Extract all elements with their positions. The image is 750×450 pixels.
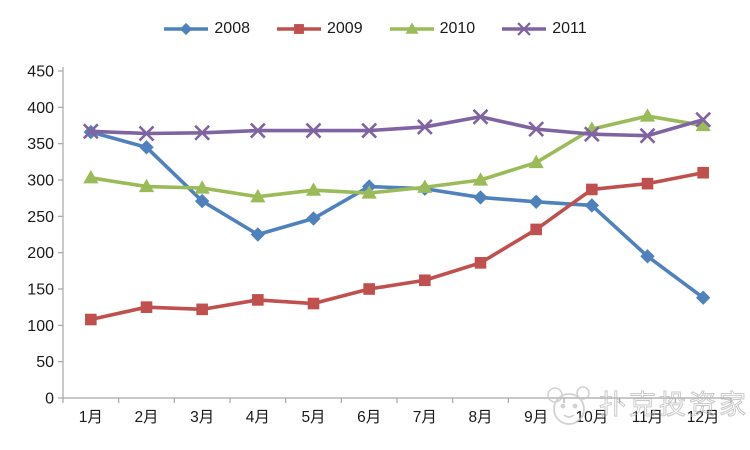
legend-label: 2010 bbox=[439, 20, 476, 37]
triangle-marker bbox=[194, 180, 210, 194]
x-marker bbox=[472, 108, 489, 125]
x-tick-label: 5月 bbox=[301, 409, 325, 426]
legend-item-2008: 2008 bbox=[163, 20, 250, 38]
square-marker bbox=[294, 24, 304, 34]
triangle-marker bbox=[528, 154, 544, 169]
triangle-marker bbox=[305, 182, 322, 196]
square-marker bbox=[697, 166, 709, 179]
diamond-marker bbox=[306, 211, 321, 226]
square-marker bbox=[586, 183, 598, 196]
series-line-2008 bbox=[90, 130, 705, 300]
square-marker bbox=[252, 294, 264, 306]
square-marker bbox=[419, 274, 431, 287]
y-tick-label: 250 bbox=[27, 209, 54, 226]
triangle-marker bbox=[472, 172, 489, 186]
x-marker bbox=[528, 121, 545, 138]
diamond-marker bbox=[695, 290, 711, 305]
diamond-marker bbox=[180, 22, 193, 36]
legend-triangle-icon bbox=[389, 22, 434, 34]
x-marker bbox=[583, 126, 600, 143]
diamond-marker bbox=[250, 227, 266, 242]
x-tick-label: 12月 bbox=[687, 409, 720, 426]
triangle-marker bbox=[138, 178, 155, 193]
y-tick-label: 50 bbox=[36, 354, 54, 371]
square-marker bbox=[85, 313, 97, 326]
legend-diamond-icon bbox=[164, 22, 209, 36]
y-tick-label: 300 bbox=[27, 173, 54, 190]
y-tick-label: 400 bbox=[27, 100, 54, 117]
x-tick-label: 3月 bbox=[190, 409, 214, 426]
y-tick-label: 350 bbox=[27, 136, 54, 153]
triangle-marker bbox=[695, 117, 711, 132]
legend-x-icon bbox=[502, 22, 547, 36]
x-tick-label: 1月 bbox=[79, 409, 103, 426]
x-tick-label: 11月 bbox=[632, 409, 664, 426]
legend-label: 2009 bbox=[327, 20, 363, 37]
legend-square-icon bbox=[277, 24, 321, 34]
y-tick-label: 100 bbox=[27, 318, 54, 335]
legend-label: 2008 bbox=[214, 20, 250, 37]
legend-item-2009: 2009 bbox=[276, 20, 363, 38]
x-tick-label: 7月 bbox=[413, 409, 437, 426]
diamond-marker bbox=[528, 194, 544, 209]
square-marker bbox=[641, 177, 654, 190]
x-tick-label: 2月 bbox=[134, 409, 158, 426]
x-tick-label: 10月 bbox=[575, 409, 608, 426]
y-tick-label: 150 bbox=[27, 282, 54, 299]
x-marker bbox=[138, 125, 155, 142]
x-marker bbox=[639, 127, 656, 144]
triangle-marker bbox=[405, 22, 419, 34]
diamond-marker bbox=[640, 249, 655, 264]
triangle-marker bbox=[250, 188, 266, 203]
square-marker bbox=[474, 257, 487, 269]
x-tick-label: 6月 bbox=[357, 409, 381, 426]
series-line-2010 bbox=[90, 114, 704, 199]
triangle-marker bbox=[417, 179, 433, 193]
series-line-2011 bbox=[90, 114, 704, 138]
diamond-marker bbox=[473, 190, 488, 205]
y-tick-label: 200 bbox=[27, 245, 54, 262]
x-tick-label: 8月 bbox=[468, 409, 492, 426]
x-marker bbox=[249, 122, 266, 139]
square-marker bbox=[140, 301, 153, 313]
triangle-marker bbox=[639, 108, 656, 122]
x-marker bbox=[695, 111, 712, 128]
triangle-marker bbox=[361, 185, 377, 199]
square-marker bbox=[363, 283, 375, 295]
x-marker bbox=[305, 122, 322, 139]
square-marker bbox=[196, 303, 208, 316]
x-marker bbox=[517, 22, 531, 36]
legend-item-2011: 2011 bbox=[501, 20, 587, 38]
x-marker bbox=[416, 119, 433, 135]
y-tick-label: 0 bbox=[45, 391, 54, 408]
square-marker bbox=[307, 297, 320, 310]
diamond-marker bbox=[139, 140, 154, 155]
square-marker bbox=[530, 223, 542, 236]
legend: 2008 2009 2010 2011 bbox=[0, 20, 750, 38]
x-marker bbox=[82, 123, 99, 140]
legend-item-2010: 2010 bbox=[389, 20, 476, 38]
x-tick-label: 4月 bbox=[246, 409, 270, 426]
series-line-2009 bbox=[90, 170, 704, 322]
diamond-marker bbox=[584, 198, 600, 213]
x-marker bbox=[194, 124, 211, 141]
diamond-marker bbox=[194, 193, 210, 209]
legend-label: 2011 bbox=[552, 20, 587, 37]
x-marker bbox=[361, 122, 378, 139]
x-tick-label: 9月 bbox=[524, 409, 548, 426]
y-tick-label: 450 bbox=[27, 64, 54, 81]
triangle-marker bbox=[83, 170, 99, 184]
